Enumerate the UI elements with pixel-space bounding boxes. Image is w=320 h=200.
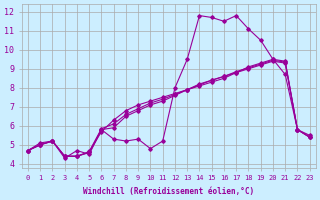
X-axis label: Windchill (Refroidissement éolien,°C): Windchill (Refroidissement éolien,°C) [83,187,254,196]
